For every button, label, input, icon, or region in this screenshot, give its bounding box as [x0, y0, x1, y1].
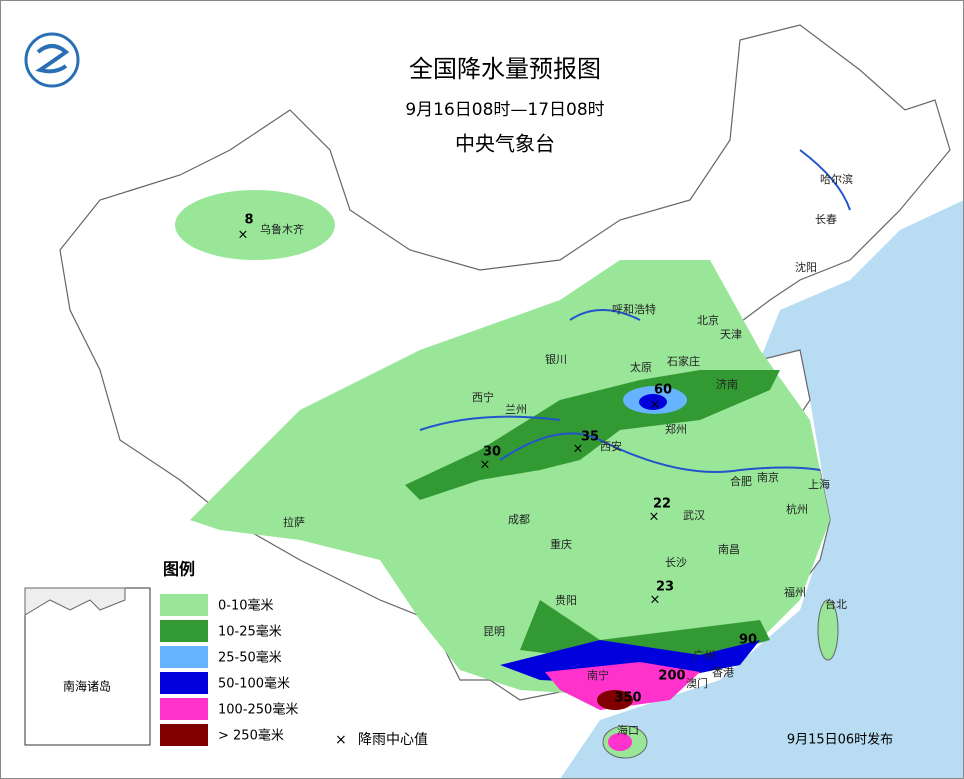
rain-area-light	[175, 190, 335, 260]
city: 乌鲁木齐	[260, 222, 304, 236]
city: 南昌	[718, 543, 740, 556]
legend: 图例 0-10毫米 10-25毫米 25-50毫米 50-100毫米 100-2…	[160, 560, 428, 748]
city: 太原	[630, 361, 652, 374]
city: 成都	[508, 513, 530, 526]
city: 福州	[784, 585, 806, 599]
center-value: 35	[581, 430, 599, 445]
legend-label: 25-50毫米	[218, 650, 282, 666]
city: 西宁	[472, 390, 494, 404]
sea	[560, 200, 964, 779]
center-value: 22	[653, 497, 671, 512]
legend-title: 图例	[163, 560, 195, 579]
center-value: 350	[614, 691, 641, 706]
city: 兰州	[505, 403, 527, 416]
inset-label: 南海诸岛	[63, 679, 111, 694]
rain-area-storm	[639, 394, 667, 410]
city: 西安	[600, 439, 622, 453]
city: 南京	[757, 470, 779, 484]
city: 哈尔滨	[820, 172, 853, 186]
city: 长春	[815, 213, 837, 226]
city: 天津	[720, 328, 742, 341]
city: 南宁	[587, 668, 609, 682]
legend-label: 10-25毫米	[218, 624, 282, 640]
center-marker: ×	[573, 442, 584, 457]
rain-area-heavy-storm	[608, 733, 632, 751]
city: 石家庄	[667, 354, 700, 368]
city: 济南	[716, 377, 738, 391]
taiwan	[817, 599, 839, 661]
cities: 乌鲁木齐 哈尔滨 长春 沈阳 北京 天津 呼和浩特 石家庄 太原 济南 银川 西…	[260, 172, 853, 737]
city: 杭州	[786, 502, 808, 516]
city: 长沙	[665, 556, 687, 569]
city: 重庆	[550, 537, 572, 551]
inset-box	[24, 587, 151, 746]
center-value: 30	[483, 445, 501, 460]
river	[419, 149, 851, 473]
city: 武汉	[683, 509, 705, 522]
center-value: 200	[658, 669, 685, 684]
legend-label: > 250毫米	[218, 728, 284, 744]
center-value: 8	[244, 213, 253, 228]
legend-label: 50-100毫米	[218, 676, 290, 692]
footer: 9月15日06时发布	[787, 732, 893, 748]
center-marker: ×	[650, 398, 661, 413]
title: 全国降水量预报图	[409, 55, 601, 83]
city: 银川	[545, 352, 567, 366]
inset-coast	[24, 587, 126, 616]
legend-swatch	[160, 646, 208, 668]
city: 拉萨	[283, 515, 305, 529]
legend-label: 100-250毫米	[218, 702, 298, 718]
city: 合肥	[730, 474, 752, 488]
legend-marker: ×	[335, 732, 347, 748]
rain-area-heavy-storm	[545, 662, 700, 710]
legend-swatch	[160, 620, 208, 642]
city: 贵阳	[555, 594, 577, 607]
city: 香港	[712, 666, 734, 679]
city: 上海	[808, 477, 830, 491]
city: 澳门	[686, 676, 708, 690]
city: 呼和浩特	[612, 302, 656, 316]
legend-swatch	[160, 724, 208, 746]
rain-centers: × 8 × 60 × 35 × 30 × 22 × 23 90 200 350	[238, 213, 758, 706]
center-value: 60	[654, 383, 672, 398]
rain-area-light	[190, 260, 830, 695]
city: 沈阳	[795, 260, 817, 274]
legend-swatch	[160, 672, 208, 694]
city: 郑州	[665, 422, 687, 436]
center-value: 90	[739, 633, 757, 648]
legend-label: 0-10毫米	[218, 598, 274, 614]
city: 昆明	[483, 625, 505, 638]
center-marker: ×	[649, 510, 660, 525]
legend-swatch	[160, 698, 208, 720]
rain-area-extreme	[597, 690, 633, 710]
legend-label: 降雨中心值	[358, 732, 428, 748]
issuer: 中央气象台	[455, 132, 555, 156]
city: 台北	[825, 597, 847, 611]
logo	[35, 44, 70, 74]
center-value: 23	[656, 580, 674, 595]
legend-swatch	[160, 594, 208, 616]
city: 广州	[693, 649, 715, 662]
center-marker: ×	[238, 228, 249, 243]
center-marker: ×	[480, 458, 491, 473]
period: 9月16日08时—17日08时	[405, 100, 604, 120]
city: 北京	[697, 313, 719, 327]
city: 海口	[617, 723, 639, 737]
center-marker: ×	[650, 593, 661, 608]
inset: 南海诸岛	[24, 587, 151, 746]
